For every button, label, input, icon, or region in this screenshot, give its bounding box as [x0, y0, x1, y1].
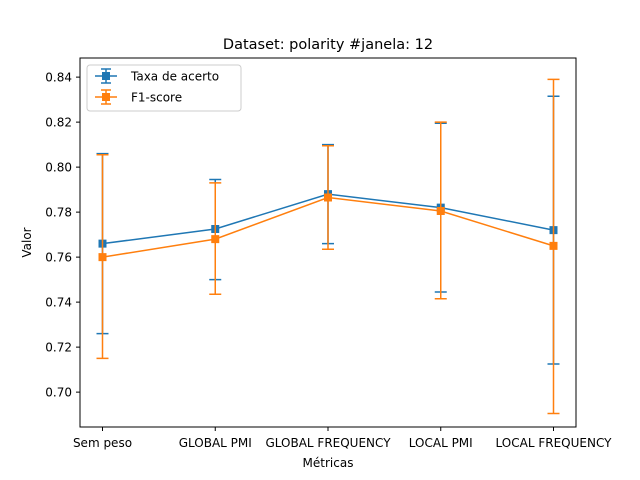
y-tick-label: 0.70	[45, 386, 72, 400]
y-tick-label: 0.84	[45, 71, 72, 85]
x-axis-label: Métricas	[303, 456, 354, 470]
series-layer	[96, 78, 560, 415]
x-axis: Sem peso GLOBAL PMI GLOBAL FREQUENCY LOCAL …	[73, 427, 612, 450]
data-point	[98, 253, 107, 262]
x-tick-label: GLOBAL FREQUENCY	[265, 436, 391, 450]
y-axis-label: Valor	[20, 227, 34, 257]
data-point	[436, 207, 445, 215]
legend-item: F1-score	[95, 89, 182, 105]
y-tick-label: 0.74	[45, 296, 72, 310]
legend-marker	[102, 72, 110, 80]
x-tick-label: GLOBAL PMI	[179, 436, 252, 450]
y-tick-label: 0.80	[45, 161, 72, 175]
legend-box	[86, 64, 242, 112]
data-point	[549, 241, 558, 250]
series	[96, 78, 560, 415]
data-point	[211, 235, 220, 244]
legend-marker	[102, 93, 110, 101]
legend: Taxa de acerto F1-score	[86, 64, 242, 112]
legend-item: Taxa de acerto	[95, 68, 219, 84]
legend-label: F1-score	[131, 91, 182, 105]
chart-title: Dataset: polarity #janela: 12	[223, 37, 433, 53]
y-tick-label: 0.72	[45, 341, 72, 355]
x-tick-label: LOCAL PMI	[409, 436, 473, 450]
data-point	[324, 193, 332, 202]
y-tick-label: 0.82	[45, 116, 72, 130]
x-tick-label: LOCAL FREQUENCY	[496, 436, 613, 450]
y-axis: 0.70 0.72 0.74 0.76 0.78 0.80 0.82 0.84	[45, 71, 80, 400]
legend-label: Taxa de acerto	[130, 70, 219, 84]
y-tick-label: 0.78	[45, 206, 72, 220]
x-tick-label: Sem peso	[73, 436, 132, 450]
y-tick-label: 0.76	[45, 251, 72, 265]
